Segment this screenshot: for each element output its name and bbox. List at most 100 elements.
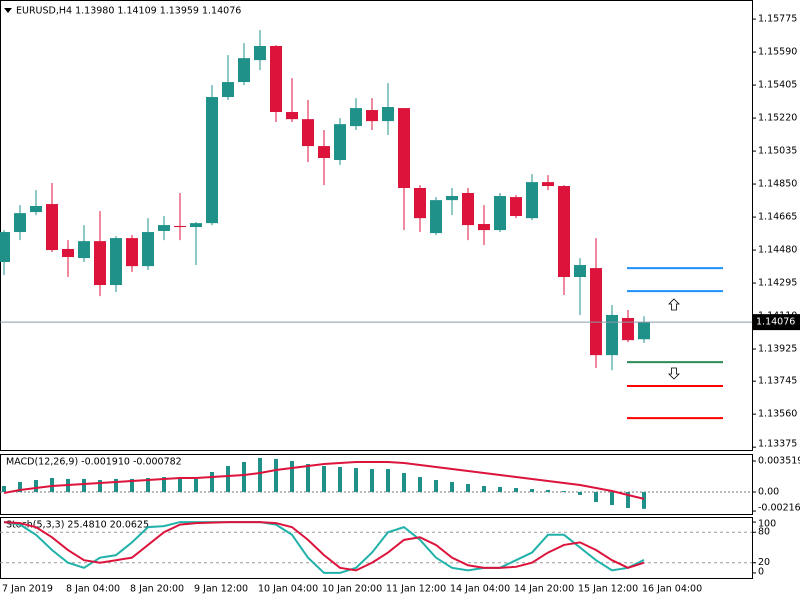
stoch-line bbox=[3, 521, 645, 572]
candle-body bbox=[254, 46, 266, 61]
candle-body bbox=[574, 265, 586, 277]
candle-body bbox=[62, 248, 74, 258]
macd-signal-line bbox=[3, 460, 645, 500]
y-tick-label: 1.13925 bbox=[758, 344, 797, 355]
macd-bar bbox=[194, 477, 198, 492]
y-tick-label: 1.14850 bbox=[758, 179, 797, 190]
candle-body bbox=[174, 225, 186, 228]
macd-bar bbox=[594, 491, 598, 503]
macd-bar bbox=[98, 480, 102, 492]
macd-bar bbox=[178, 477, 182, 492]
macd-title: MACD(12,26,9) -0.001910 -0.000782 bbox=[6, 457, 182, 468]
x-tick-label: 16 Jan 04:00 bbox=[642, 584, 702, 595]
candle-body bbox=[622, 318, 634, 341]
candle-body bbox=[334, 124, 346, 160]
y-tick-label: 0 bbox=[758, 567, 764, 578]
candle-body bbox=[222, 82, 234, 98]
candle-body bbox=[478, 224, 490, 231]
y-tick-label: 1.15220 bbox=[758, 113, 797, 124]
macd-bar bbox=[18, 481, 22, 492]
macd-bar bbox=[226, 466, 230, 492]
macd-bar bbox=[290, 460, 294, 492]
candle-body bbox=[398, 108, 410, 188]
x-tick-label: 14 Jan 20:00 bbox=[514, 584, 574, 595]
candle-body bbox=[462, 192, 474, 226]
x-tick-label: 7 Jan 2019 bbox=[2, 584, 53, 595]
macd-bar bbox=[322, 466, 326, 492]
y-tick-label: -0.002168 bbox=[758, 503, 800, 514]
symbol-menu-icon[interactable] bbox=[4, 8, 12, 13]
macd-bar bbox=[434, 480, 438, 492]
candle-body bbox=[382, 107, 394, 122]
candle-body bbox=[30, 206, 42, 213]
y-tick-label: 0.003519 bbox=[758, 456, 800, 467]
candle-body bbox=[366, 110, 378, 122]
x-tick-label: 15 Jan 12:00 bbox=[578, 584, 638, 595]
candle-body bbox=[494, 196, 506, 231]
y-tick-label: 100 bbox=[758, 519, 776, 530]
macd-bar bbox=[114, 478, 118, 492]
candle-body bbox=[286, 112, 298, 120]
macd-bar bbox=[354, 468, 358, 492]
candle-body bbox=[350, 108, 362, 127]
x-tick-label: 9 Jan 12:00 bbox=[194, 584, 248, 595]
y-tick-label: 20 bbox=[758, 557, 770, 568]
candle-body bbox=[302, 119, 314, 147]
y-tick-label: 1.15405 bbox=[758, 80, 797, 91]
candle-body bbox=[558, 186, 570, 277]
macd-bar bbox=[242, 461, 246, 492]
macd-bar bbox=[210, 471, 214, 492]
candle-body bbox=[158, 225, 170, 231]
macd-bar bbox=[306, 463, 310, 492]
candle-body bbox=[78, 241, 90, 259]
candle-body bbox=[94, 241, 106, 286]
macd-bar bbox=[530, 488, 534, 492]
macd-bar bbox=[130, 478, 134, 492]
macd-bar bbox=[626, 491, 630, 509]
macd-bar bbox=[578, 491, 582, 495]
current-price-label: 1.14076 bbox=[756, 317, 795, 328]
candle-body bbox=[638, 322, 650, 340]
candle-body bbox=[142, 232, 154, 267]
macd-bar bbox=[50, 477, 54, 492]
candle-body bbox=[414, 187, 426, 219]
macd-bar bbox=[642, 491, 646, 509]
y-tick-label: 80 bbox=[758, 527, 770, 538]
candle-body bbox=[190, 223, 202, 228]
y-tick-label: 1.13375 bbox=[758, 439, 797, 450]
macd-panel-frame bbox=[0, 454, 753, 515]
y-tick-label: 1.14480 bbox=[758, 245, 797, 256]
macd-bar bbox=[450, 481, 454, 492]
macd-bar bbox=[370, 469, 374, 492]
x-tick-label: 14 Jan 04:00 bbox=[450, 584, 510, 595]
macd-bar bbox=[274, 458, 278, 492]
stoch-line bbox=[3, 521, 645, 574]
macd-bar bbox=[466, 483, 470, 492]
candle-body bbox=[318, 146, 330, 159]
macd-bar bbox=[514, 488, 518, 492]
y-tick-label: 1.14295 bbox=[758, 278, 797, 289]
candle-body bbox=[590, 268, 602, 356]
macd-bar bbox=[482, 485, 486, 492]
x-tick-label: 10 Jan 20:00 bbox=[322, 584, 382, 595]
stoch-panel-frame bbox=[0, 517, 753, 579]
macd-bar bbox=[258, 457, 262, 492]
y-tick-label: 1.13560 bbox=[758, 409, 797, 420]
macd-bar bbox=[34, 480, 38, 492]
y-tick-label: 1.15775 bbox=[758, 14, 797, 25]
candle-body bbox=[126, 238, 138, 267]
x-tick-label: 8 Jan 20:00 bbox=[130, 584, 184, 595]
macd-bar bbox=[402, 472, 406, 492]
chart-title: EURUSD,H4 1.13980 1.14109 1.13959 1.1407… bbox=[16, 6, 241, 17]
macd-bar bbox=[498, 486, 502, 492]
macd-bar bbox=[162, 477, 166, 492]
x-tick-label: 8 Jan 04:00 bbox=[66, 584, 120, 595]
macd-bar bbox=[82, 478, 86, 492]
candle-body bbox=[14, 213, 26, 233]
y-tick-label: 1.13745 bbox=[758, 376, 797, 387]
down-arrow-icon bbox=[668, 367, 680, 380]
macd-bar bbox=[146, 477, 150, 492]
candle-body bbox=[0, 232, 10, 263]
